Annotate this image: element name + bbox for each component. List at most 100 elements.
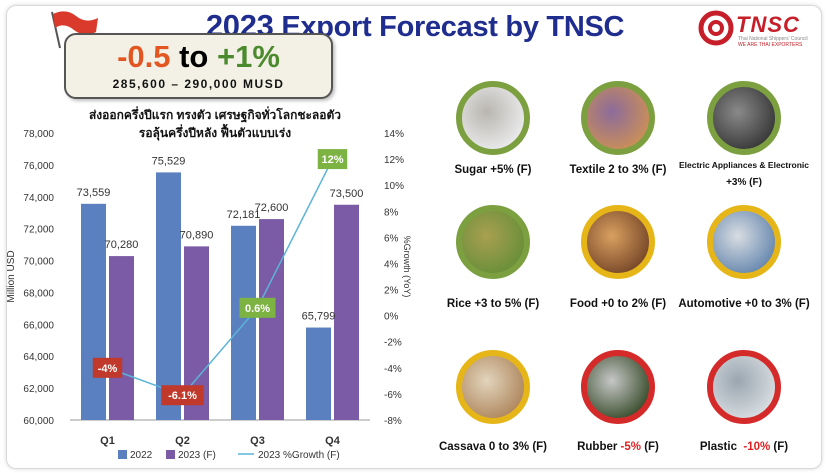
product-label-textile: Textile 2 to 3% (F) bbox=[538, 164, 698, 176]
product-label-text: Textile 2 to 3% (F) bbox=[569, 164, 667, 176]
product-label-rubber: Rubber -5% (F) bbox=[538, 441, 698, 453]
bar-2022 bbox=[306, 327, 331, 420]
cassava-icon bbox=[456, 350, 530, 424]
forecast-to: to bbox=[179, 39, 209, 74]
growth-label: -4% bbox=[98, 363, 118, 375]
product-label-part: (F) bbox=[770, 441, 789, 453]
bar-2022 bbox=[231, 225, 256, 420]
y-tick-label: 60,000 bbox=[23, 416, 54, 427]
y-tick-label: 70,000 bbox=[23, 257, 54, 268]
x-tick-label: Q3 bbox=[250, 435, 265, 447]
appliance-icon bbox=[707, 81, 781, 155]
bar-2022-value: 72,181 bbox=[227, 209, 261, 221]
y-tick-label: 62,000 bbox=[23, 384, 54, 395]
rubber-icon bbox=[581, 350, 655, 424]
x-tick-label: Q1 bbox=[100, 435, 115, 447]
bar-2022-value: 73,559 bbox=[77, 187, 111, 199]
product-label-text: Automotive +0 to 3% (F) bbox=[678, 298, 810, 310]
tnsc-logo: TNSC Thai National Shippers' Council WE … bbox=[698, 8, 818, 48]
y2-tick-label: 14% bbox=[384, 129, 404, 140]
product-label-sugar: Sugar +5% (F) bbox=[413, 164, 573, 176]
product-label-automotive: Automotive +0 to 3% (F) bbox=[664, 298, 824, 310]
product-label-cassava: Cassava 0 to 3% (F) bbox=[413, 441, 573, 453]
forecast-range-percent: -0.5 to +1% bbox=[66, 39, 331, 75]
y-tick-label: 78,000 bbox=[23, 129, 54, 140]
forecast-low: -0.5 bbox=[117, 39, 171, 74]
y2-tick-label: 10% bbox=[384, 181, 404, 192]
bar-2023f bbox=[334, 204, 359, 420]
growth-line bbox=[107, 158, 334, 397]
growth-label-box bbox=[161, 385, 204, 406]
y-tick-label: 66,000 bbox=[23, 320, 54, 331]
bar-2023f-value: 70,890 bbox=[180, 229, 214, 241]
growth-label: 0.6% bbox=[245, 303, 270, 315]
title-text: Export Forecast by TNSC bbox=[281, 11, 625, 43]
y2-tick-label: 4% bbox=[384, 259, 399, 270]
export-chart: 60,000 62,000 64,000 66,000 68,000 70,000 72,0… bbox=[6, 129, 412, 461]
product-label-text: Sugar +5% (F) bbox=[454, 164, 532, 176]
product-label-text: Food +0 to 2% (F) bbox=[569, 298, 667, 310]
product-label-text: Rice +3 to 5% (F) bbox=[446, 298, 540, 310]
bar-2022-value: 75,529 bbox=[152, 155, 186, 167]
y-tick-label: 76,000 bbox=[23, 161, 54, 172]
growth-label: 12% bbox=[321, 154, 343, 166]
y-tick-label: 74,000 bbox=[23, 193, 54, 204]
growth-label: -6.1% bbox=[168, 390, 197, 402]
bar-2023f bbox=[259, 219, 284, 420]
y2-tick-label: 6% bbox=[384, 233, 399, 244]
legend-label: 2023 %Growth (F) bbox=[258, 450, 340, 461]
product-label-rice: Rice +3 to 5% (F) bbox=[413, 298, 573, 310]
forecast-range-value: 285,600 – 290,000 MUSD bbox=[112, 77, 285, 91]
y2-tick-label: -8% bbox=[384, 416, 402, 427]
legend-label: 2023 (F) bbox=[178, 450, 216, 461]
y-tick-label: 72,000 bbox=[23, 225, 54, 236]
bar-2022-value: 65,799 bbox=[302, 311, 336, 323]
logo-icon bbox=[698, 10, 734, 46]
product-label-part: (F) bbox=[641, 441, 659, 453]
x-tick-label: Q4 bbox=[325, 435, 341, 447]
y-axis-title: Million USD bbox=[6, 250, 17, 302]
sugar-icon bbox=[456, 81, 530, 155]
product-label-part: Plastic bbox=[699, 441, 744, 453]
product-label-part: Rubber bbox=[577, 441, 621, 453]
forecast-high: +1% bbox=[217, 39, 280, 74]
logo-sub-1: Thai National Shippers' Council bbox=[738, 36, 808, 42]
thai-subtitle-2: รอลุ้นครึ่งปีหลัง ฟื้นตัวแบบเร่ง bbox=[138, 126, 292, 140]
page-title: 2023 Export Forecast by TNSC bbox=[200, 8, 630, 44]
food-icon bbox=[581, 205, 655, 279]
product-label-plastic: Plastic -10% (F) bbox=[664, 441, 824, 453]
thai-subtitle-1: ส่งออกครึ่งปีแรก ทรงตัว เศรษฐกิจทั่วโลกช… bbox=[88, 108, 342, 122]
growth-label-box bbox=[239, 297, 276, 318]
y-tick-label: 68,000 bbox=[23, 288, 54, 299]
y2-axis-title: %Growth (YoY) bbox=[402, 236, 412, 298]
forecast-box: -0.5 to +1% 285,600 – 290,000 MUSD bbox=[64, 33, 333, 99]
bar-2023f-value: 70,280 bbox=[105, 239, 139, 251]
bar-2023f-value: 72,600 bbox=[255, 202, 289, 214]
bar-2023f-value: 73,500 bbox=[330, 188, 364, 200]
product-label-line2: +3% (F) bbox=[726, 177, 762, 188]
y2-tick-label: 12% bbox=[384, 155, 404, 166]
logo-sub-2: WE ARE THAI EXPORTERS bbox=[738, 42, 803, 48]
y2-tick-label: 0% bbox=[384, 312, 399, 323]
product-label-text: Cassava 0 to 3% (F) bbox=[438, 441, 547, 453]
logo-text: TNSC bbox=[736, 12, 800, 37]
logo-subtitle: Thai National Shippers' Council WE ARE T… bbox=[738, 36, 808, 48]
product-label-line1: Electric Appliances & Electronic bbox=[678, 160, 810, 170]
y2-tick-label: -4% bbox=[384, 364, 402, 375]
bar-2022 bbox=[156, 172, 181, 420]
y2-tick-label: 2% bbox=[384, 286, 399, 297]
y2-tick-label: -2% bbox=[384, 338, 402, 349]
y-tick-label: 64,000 bbox=[23, 352, 54, 363]
product-label-food: Food +0 to 2% (F) bbox=[538, 298, 698, 310]
x-tick-label: Q2 bbox=[175, 435, 190, 447]
legend-swatch bbox=[118, 450, 127, 459]
textile-icon bbox=[581, 81, 655, 155]
rice-icon bbox=[456, 205, 530, 279]
legend-swatch bbox=[166, 450, 175, 459]
y2-tick-label: 8% bbox=[384, 207, 399, 218]
car-icon bbox=[707, 205, 781, 279]
plastic-icon bbox=[707, 350, 781, 424]
flag-icon bbox=[51, 11, 98, 49]
growth-label-box bbox=[317, 149, 348, 170]
bar-2022 bbox=[81, 203, 106, 420]
